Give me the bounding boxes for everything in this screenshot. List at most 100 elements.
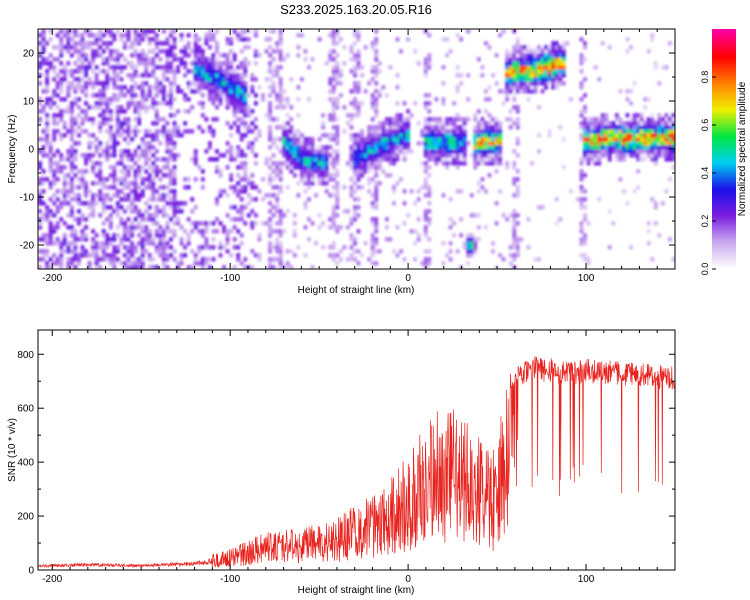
heatmap-cell xyxy=(253,77,258,82)
heatmap-cell xyxy=(250,129,255,134)
heatmap-cell xyxy=(207,77,212,82)
heatmap-cell xyxy=(331,105,336,110)
heatmap-cell xyxy=(133,261,138,266)
heatmap-cell xyxy=(462,137,467,142)
heatmap-cell xyxy=(590,129,595,134)
heatmap-cell xyxy=(660,141,665,146)
heatmap-cell xyxy=(452,141,457,146)
heatmap-cell xyxy=(119,133,124,138)
heatmap-cell xyxy=(349,117,354,122)
heatmap-cell xyxy=(133,69,138,74)
heatmap-cell xyxy=(232,217,237,222)
heatmap-cell xyxy=(331,117,336,122)
heatmap-cell xyxy=(324,181,329,186)
heatmap-cell xyxy=(515,49,520,54)
heatmap-cell xyxy=(423,57,428,62)
heatmap-cell xyxy=(137,33,142,38)
heatmap-cell xyxy=(176,65,181,70)
heatmap-cell xyxy=(76,113,81,118)
heatmap-cell xyxy=(112,185,117,190)
heatmap-cell xyxy=(211,65,216,70)
heatmap-cell xyxy=(130,209,135,214)
heatmap-cell xyxy=(165,185,170,190)
heatmap-cell xyxy=(321,173,326,178)
heatmap-cell xyxy=(515,53,520,58)
heatmap-cell xyxy=(207,141,212,146)
heatmap-cell xyxy=(80,53,85,58)
heatmap-cell xyxy=(108,253,113,258)
heatmap-cell xyxy=(607,121,612,126)
heatmap-cell xyxy=(271,177,276,182)
heatmap-cell xyxy=(402,149,407,154)
heatmap-cell xyxy=(197,89,202,94)
heatmap-cell xyxy=(533,73,538,78)
heatmap-cell xyxy=(108,97,113,102)
heatmap-cell xyxy=(643,125,648,130)
heatmap-cell xyxy=(384,157,389,162)
heatmap-cell xyxy=(236,181,241,186)
heatmap-cell xyxy=(112,77,117,82)
heatmap-cell xyxy=(324,189,329,194)
heatmap-cell xyxy=(607,149,612,154)
heatmap-cell xyxy=(512,45,517,50)
heatmap-cell xyxy=(427,157,432,162)
heatmap-cell xyxy=(144,109,149,114)
heatmap-cell xyxy=(94,257,99,262)
colorbar-band xyxy=(712,127,736,130)
heatmap-cell xyxy=(306,149,312,154)
heatmap-cell xyxy=(275,165,280,170)
heatmap-cell xyxy=(356,161,361,166)
heatmap-cell xyxy=(328,33,333,38)
heatmap-cell xyxy=(278,265,283,269)
heatmap-cell xyxy=(590,137,595,142)
heatmap-cell xyxy=(420,129,425,134)
heatmap-cell xyxy=(306,169,312,174)
heatmap-cell xyxy=(168,93,174,98)
heatmap-cell xyxy=(671,141,675,146)
heatmap-cell xyxy=(512,81,517,86)
heatmap-cell xyxy=(671,125,675,130)
heatmap-cell xyxy=(190,221,195,226)
heatmap-cell xyxy=(356,65,361,70)
heatmap-cell xyxy=(229,61,234,66)
heatmap-cell xyxy=(483,97,488,102)
heatmap-cell xyxy=(101,113,106,118)
heatmap-cell xyxy=(413,101,418,106)
heatmap-cell xyxy=(193,161,198,166)
colorbar-band xyxy=(712,195,736,198)
heatmap-cell xyxy=(473,241,478,246)
heatmap-cell xyxy=(246,109,251,114)
heatmap-cell xyxy=(423,69,428,74)
heatmap-cell xyxy=(190,105,195,110)
heatmap-cell xyxy=(303,173,308,178)
heatmap-cell xyxy=(306,177,312,182)
heatmap-cell xyxy=(69,165,74,170)
heatmap-cell xyxy=(671,137,675,142)
heatmap-cell xyxy=(147,145,152,150)
heatmap-cell xyxy=(374,249,379,254)
heatmap-cell xyxy=(69,261,74,266)
heatmap-cell xyxy=(324,173,329,178)
heatmap-cell xyxy=(628,45,634,50)
heatmap-cell xyxy=(62,197,67,202)
heatmap-cell xyxy=(130,61,135,66)
heatmap-cell xyxy=(140,257,145,262)
heatmap-cell xyxy=(133,197,138,202)
heatmap-cell xyxy=(41,177,46,182)
heatmap-cell xyxy=(126,265,131,269)
heatmap-cell xyxy=(66,89,71,94)
heatmap-cell xyxy=(377,153,382,158)
heatmap-cell xyxy=(600,117,605,122)
heatmap-cell xyxy=(133,161,138,166)
heatmap-cell xyxy=(342,45,347,50)
heatmap-cell xyxy=(69,149,74,154)
heatmap-cell xyxy=(282,229,287,234)
heatmap-cell xyxy=(331,217,336,222)
heatmap-cell xyxy=(193,57,198,62)
heatmap-cell xyxy=(161,69,166,74)
heatmap-cell xyxy=(253,137,258,142)
heatmap-cell xyxy=(59,53,64,58)
heatmap-cell xyxy=(441,129,446,134)
heatmap-cell xyxy=(73,153,78,158)
